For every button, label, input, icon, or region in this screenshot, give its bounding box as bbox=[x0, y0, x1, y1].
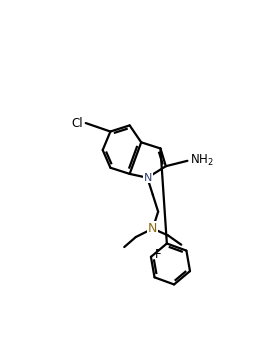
Text: NH$_2$: NH$_2$ bbox=[190, 153, 214, 168]
Text: N: N bbox=[144, 173, 152, 183]
Text: F: F bbox=[155, 248, 161, 261]
Text: N: N bbox=[148, 222, 157, 235]
Text: Cl: Cl bbox=[72, 117, 84, 130]
